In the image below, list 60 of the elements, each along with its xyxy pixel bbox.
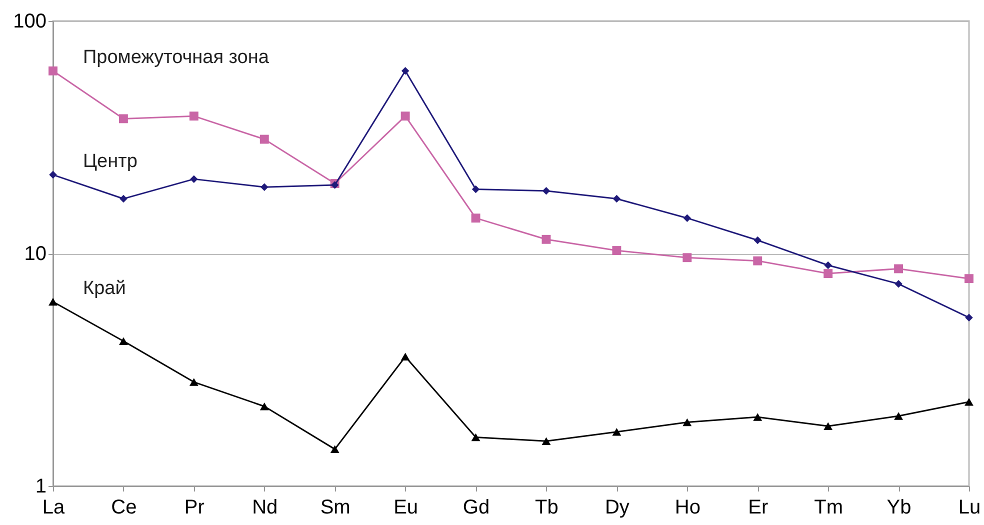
- series-label: Центр: [83, 150, 138, 172]
- x-tick-label: Lu: [958, 496, 981, 518]
- point: [401, 67, 410, 75]
- point: [965, 314, 973, 322]
- point: [49, 170, 57, 179]
- point: [824, 422, 833, 430]
- x-tick-label: Ho: [674, 496, 700, 518]
- point: [682, 253, 692, 262]
- point: [753, 413, 762, 421]
- point: [612, 428, 622, 436]
- point: [260, 402, 269, 410]
- point: [189, 112, 198, 121]
- point: [754, 236, 762, 244]
- point: [753, 256, 762, 266]
- x-tick-label: Ce: [111, 496, 137, 518]
- x-tick-label: Tm: [814, 496, 844, 518]
- point: [120, 194, 128, 203]
- series-label: Край: [83, 278, 126, 299]
- x-tick-label: Yb: [886, 496, 912, 518]
- point: [683, 214, 692, 222]
- point: [260, 134, 269, 144]
- point: [612, 246, 622, 255]
- point: [330, 445, 340, 454]
- x-tick-label: Pr: [184, 496, 205, 518]
- point: [824, 269, 833, 278]
- point: [189, 378, 198, 386]
- point: [260, 183, 268, 191]
- point: [894, 264, 904, 274]
- point: [472, 185, 480, 194]
- point: [542, 437, 551, 445]
- point: [824, 261, 832, 270]
- point: [400, 112, 410, 121]
- x-tick-label: Sm: [320, 496, 350, 518]
- point: [48, 298, 58, 306]
- point: [542, 186, 550, 195]
- point: [471, 214, 480, 223]
- point: [471, 433, 480, 442]
- x-tick-label: La: [42, 496, 66, 518]
- point: [964, 274, 974, 284]
- x-tick-label: Tb: [535, 496, 558, 518]
- y-tick-label: 1: [35, 476, 46, 498]
- x-tick-label: Nd: [252, 496, 278, 518]
- point: [894, 280, 902, 288]
- point: [542, 234, 551, 244]
- point: [48, 66, 58, 76]
- point: [964, 398, 974, 406]
- point: [400, 352, 410, 361]
- y-tick-label: 10: [24, 243, 46, 265]
- y-tick-label: 100: [13, 10, 46, 32]
- series-label: Промежуточная зона: [83, 46, 270, 68]
- x-tick-label: Dy: [604, 496, 630, 518]
- point: [190, 175, 198, 183]
- x-tick-label: Gd: [462, 496, 490, 518]
- x-tick-label: Eu: [394, 496, 418, 518]
- point: [894, 412, 904, 420]
- point: [118, 337, 128, 345]
- point: [682, 418, 692, 426]
- point: [612, 194, 621, 203]
- point: [118, 114, 128, 124]
- x-tick-label: Er: [748, 496, 768, 518]
